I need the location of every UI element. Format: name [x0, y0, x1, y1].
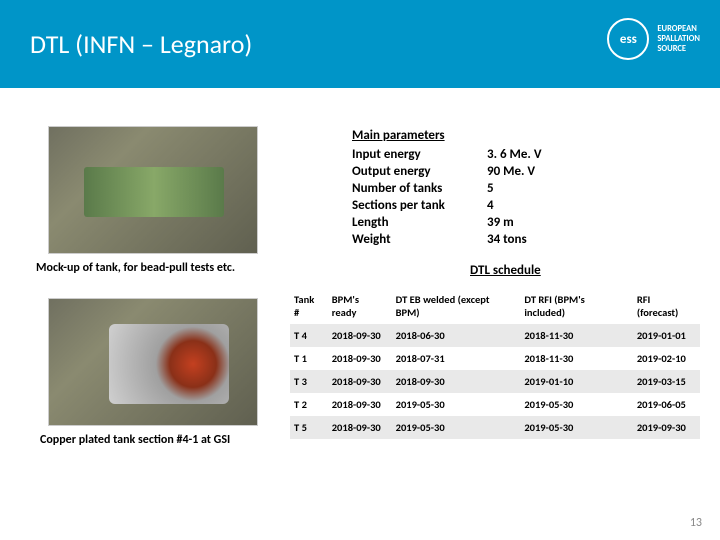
cell: 2019-03-15 [633, 370, 700, 393]
param-label: Sections per tank [352, 198, 487, 213]
cell: 2019-01-01 [633, 324, 700, 347]
caption-photo1: Mock-up of tank, for bead-pull tests etc… [36, 261, 235, 275]
cell: 2018-09-30 [392, 370, 521, 393]
cell: 2019-02-10 [633, 347, 700, 370]
table-row: T 5 2018-09-30 2019-05-30 2019-05-30 201… [290, 416, 700, 439]
param-label: Output energy [352, 164, 487, 179]
logo-line: SOURCE [657, 44, 700, 54]
photo-placeholder-icon [84, 167, 224, 217]
page-title: DTL (INFN – Legnaro) [30, 28, 252, 60]
param-label: Weight [352, 232, 487, 247]
params-heading: Main parameters [352, 128, 577, 143]
slide-content: Mock-up of tank, for bead-pull tests etc… [0, 88, 720, 540]
param-label: Input energy [352, 147, 487, 162]
cell: 2018-07-31 [392, 347, 521, 370]
cell: 2018-09-30 [328, 393, 392, 416]
cell: 2018-09-30 [328, 324, 392, 347]
cell: T 5 [290, 416, 328, 439]
param-label: Number of tanks [352, 181, 487, 196]
schedule-heading: DTL schedule [470, 263, 541, 278]
schedule-body: T 4 2018-09-30 2018-06-30 2018-11-30 201… [290, 324, 700, 439]
col-eb-welded: DT EB welded (except BPM) [392, 288, 521, 324]
header-bar: DTL (INFN – Legnaro) ess EUROPEAN SPALLA… [0, 0, 720, 88]
page-number: 13 [690, 516, 702, 530]
table-row: T 3 2018-09-30 2018-09-30 2019-01-10 201… [290, 370, 700, 393]
table-row: T 2 2018-09-30 2019-05-30 2019-05-30 201… [290, 393, 700, 416]
cell: T 3 [290, 370, 328, 393]
table-row: T 4 2018-09-30 2018-06-30 2018-11-30 201… [290, 324, 700, 347]
photo-copper-tank [48, 298, 258, 426]
photo-placeholder-icon [109, 324, 229, 404]
col-rfi-bpm: DT RFI (BPM's included) [520, 288, 632, 324]
cell: T 1 [290, 347, 328, 370]
cell: 2019-05-30 [520, 393, 632, 416]
cell: 2019-06-05 [633, 393, 700, 416]
cell: 2019-05-30 [520, 416, 632, 439]
cell: 2018-09-30 [328, 347, 392, 370]
logo-line: EUROPEAN [657, 24, 700, 34]
logo-line: SPALLATION [657, 34, 700, 44]
photo-mockup-tank [48, 126, 258, 254]
param-value: 5 [487, 181, 577, 196]
ess-logo-text: EUROPEAN SPALLATION SOURCE [657, 24, 700, 55]
table-header-row: Tank # BPM's ready DT EB welded (except … [290, 288, 700, 324]
cell: 2018-09-30 [328, 416, 392, 439]
param-value: 3. 6 Me. V [487, 147, 577, 162]
cell: T 2 [290, 393, 328, 416]
param-value: 34 tons [487, 232, 577, 247]
cell: 2018-06-30 [392, 324, 521, 347]
cell: 2018-11-30 [520, 324, 632, 347]
main-parameters-block: Main parameters Input energy 3. 6 Me. V … [352, 128, 577, 247]
cell: 2018-09-30 [328, 370, 392, 393]
cell: 2019-09-30 [633, 416, 700, 439]
cell: T 4 [290, 324, 328, 347]
cell: 2019-05-30 [392, 393, 521, 416]
col-bpm-ready: BPM's ready [328, 288, 392, 324]
cell: 2018-11-30 [520, 347, 632, 370]
ess-logo: ess EUROPEAN SPALLATION SOURCE [607, 18, 700, 60]
ess-logo-mark-icon: ess [607, 18, 649, 60]
schedule-table: Tank # BPM's ready DT EB welded (except … [290, 288, 700, 439]
col-tank: Tank # [290, 288, 328, 324]
table-row: T 1 2018-09-30 2018-07-31 2018-11-30 201… [290, 347, 700, 370]
param-value: 39 m [487, 215, 577, 230]
col-rfi-forecast: RFI (forecast) [633, 288, 700, 324]
cell: 2019-05-30 [392, 416, 521, 439]
caption-photo2: Copper plated tank section #4-1 at GSI [40, 433, 230, 447]
param-value: 4 [487, 198, 577, 213]
param-value: 90 Me. V [487, 164, 577, 179]
cell: 2019-01-10 [520, 370, 632, 393]
param-label: Length [352, 215, 487, 230]
